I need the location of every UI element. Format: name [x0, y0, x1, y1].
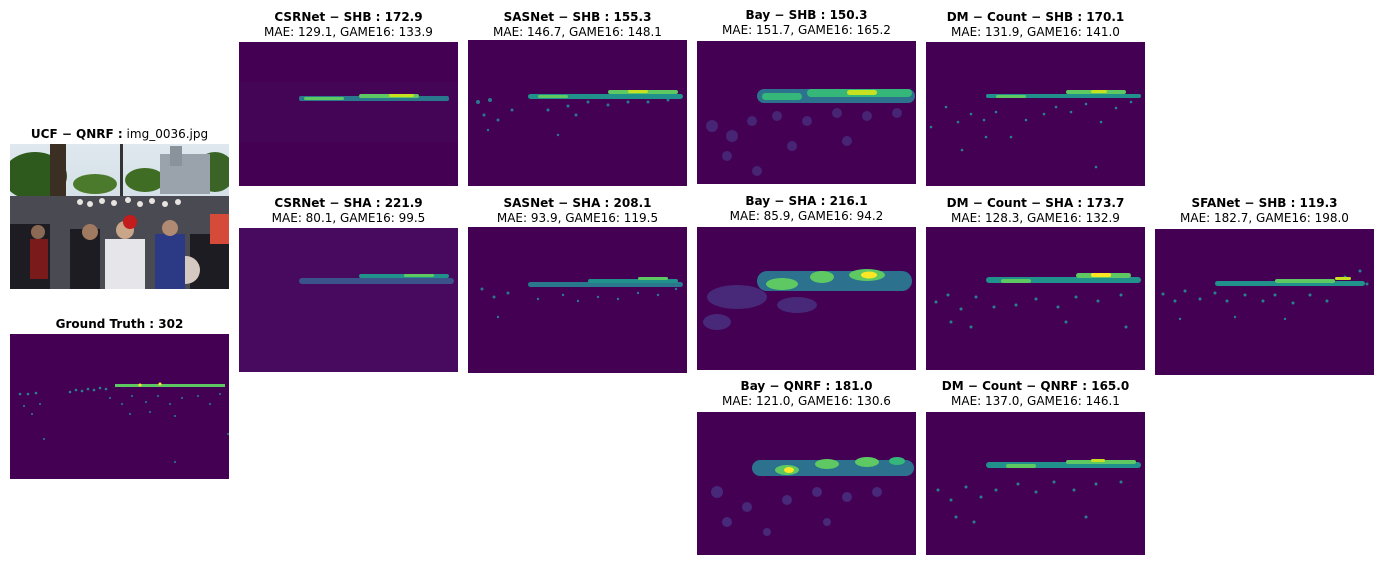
dataset-label: UCF − QNRF :	[30, 127, 123, 141]
ground-truth-density-map	[10, 334, 229, 479]
panel-title: SASNet − SHA : 208.1	[503, 196, 652, 210]
panel-title: Bay − SHA : 216.1	[745, 194, 868, 208]
sfanet-shb-density-map	[1155, 229, 1374, 375]
panel-title: Bay − QNRF : 181.0	[740, 379, 873, 393]
sasnet-shb-panel: SASNet − SHB : 155.3 MAE: 146.7, GAME16:…	[468, 10, 687, 186]
panel-caption: Bay − QNRF : 181.0 MAE: 121.0, GAME16: 1…	[697, 379, 916, 409]
csrnet-sha-density-map	[239, 228, 458, 372]
dm-count-shb-density-map	[926, 42, 1145, 186]
csrnet-sha-panel: CSRNet − SHA : 221.9 MAE: 80.1, GAME16: …	[239, 196, 458, 372]
dm-count-sha-density-map	[926, 227, 1145, 370]
sasnet-sha-panel: SASNet − SHA : 208.1 MAE: 93.9, GAME16: …	[468, 196, 687, 373]
panel-title: Bay − SHB : 150.3	[745, 8, 868, 22]
dm-count-sha-panel: DM − Count − SHA : 173.7 MAE: 128.3, GAM…	[926, 196, 1145, 370]
sfanet-shb-panel: SFANet − SHB : 119.3 MAE: 182.7, GAME16:…	[1155, 196, 1374, 375]
dm-count-shb-panel: DM − Count − SHB : 170.1 MAE: 131.9, GAM…	[926, 10, 1145, 186]
panel-title: SFANet − SHB : 119.3	[1191, 196, 1338, 210]
dm-count-qnrf-panel: DM − Count − QNRF : 165.0 MAE: 137.0, GA…	[926, 379, 1145, 555]
panel-title: CSRNet − SHB : 172.9	[274, 10, 423, 24]
panel-caption: DM − Count − SHA : 173.7 MAE: 128.3, GAM…	[926, 196, 1145, 226]
panel-title: DM − Count − QNRF : 165.0	[941, 379, 1130, 393]
crowd-photo	[10, 144, 229, 289]
panel-caption: CSRNet − SHA : 221.9 MAE: 80.1, GAME16: …	[239, 196, 458, 226]
panel-metrics: MAE: 93.9, GAME16: 119.5	[496, 211, 659, 225]
panel-metrics: MAE: 128.3, GAME16: 132.9	[951, 211, 1120, 225]
panel-caption: CSRNet − SHB : 172.9 MAE: 129.1, GAME16:…	[239, 10, 458, 40]
panel-caption: Bay − SHB : 150.3 MAE: 151.7, GAME16: 16…	[697, 8, 916, 38]
sasnet-shb-density-map	[468, 40, 687, 186]
panel-metrics: MAE: 121.0, GAME16: 130.6	[722, 394, 891, 408]
bay-shb-panel: Bay − SHB : 150.3 MAE: 151.7, GAME16: 16…	[697, 8, 916, 184]
bay-shb-density-map	[697, 41, 916, 184]
panel-title: DM − Count − SHA : 173.7	[946, 196, 1125, 210]
ground-truth-title: Ground Truth : 302	[55, 317, 184, 331]
panel-metrics: MAE: 80.1, GAME16: 99.5	[271, 211, 426, 225]
panel-caption: SASNet − SHA : 208.1 MAE: 93.9, GAME16: …	[468, 196, 687, 226]
panel-metrics: MAE: 146.7, GAME16: 148.1	[493, 25, 662, 39]
panel-caption: SASNet − SHB : 155.3 MAE: 146.7, GAME16:…	[468, 10, 687, 40]
panel-title: DM − Count − SHB : 170.1	[946, 10, 1125, 24]
bay-sha-panel: Bay − SHA : 216.1 MAE: 85.9, GAME16: 94.…	[697, 194, 916, 370]
image-filename: img_0036.jpg	[126, 127, 209, 141]
dm-count-qnrf-density-map	[926, 412, 1145, 555]
panel-metrics: MAE: 129.1, GAME16: 133.9	[264, 25, 433, 39]
panel-title: SASNet − SHB : 155.3	[503, 10, 652, 24]
panel-metrics: MAE: 137.0, GAME16: 146.1	[951, 394, 1120, 408]
panel-caption: SFANet − SHB : 119.3 MAE: 182.7, GAME16:…	[1155, 196, 1374, 226]
panel-caption: DM − Count − SHB : 170.1 MAE: 131.9, GAM…	[926, 10, 1145, 40]
panel-metrics: MAE: 131.9, GAME16: 141.0	[951, 25, 1120, 39]
ground-truth-caption: Ground Truth : 302	[10, 317, 229, 332]
csrnet-shb-density-map	[239, 42, 458, 186]
panel-caption: Bay − SHA : 216.1 MAE: 85.9, GAME16: 94.…	[697, 194, 916, 224]
sasnet-sha-density-map	[468, 227, 687, 373]
bay-qnrf-density-map	[697, 412, 916, 555]
panel-caption: DM − Count − QNRF : 165.0 MAE: 137.0, GA…	[926, 379, 1145, 409]
panel-metrics: MAE: 182.7, GAME16: 198.0	[1180, 211, 1349, 225]
panel-metrics: MAE: 151.7, GAME16: 165.2	[722, 23, 891, 37]
ground-truth-panel: Ground Truth : 302	[10, 317, 229, 479]
input-image-caption: UCF − QNRF : img_0036.jpg	[10, 127, 229, 142]
bay-qnrf-panel: Bay − QNRF : 181.0 MAE: 121.0, GAME16: 1…	[697, 379, 916, 555]
input-image-panel: UCF − QNRF : img_0036.jpg	[10, 127, 229, 289]
csrnet-shb-panel: CSRNet − SHB : 172.9 MAE: 129.1, GAME16:…	[239, 10, 458, 186]
panel-title: CSRNet − SHA : 221.9	[274, 196, 423, 210]
bay-sha-density-map	[697, 227, 916, 370]
panel-metrics: MAE: 85.9, GAME16: 94.2	[729, 209, 884, 223]
